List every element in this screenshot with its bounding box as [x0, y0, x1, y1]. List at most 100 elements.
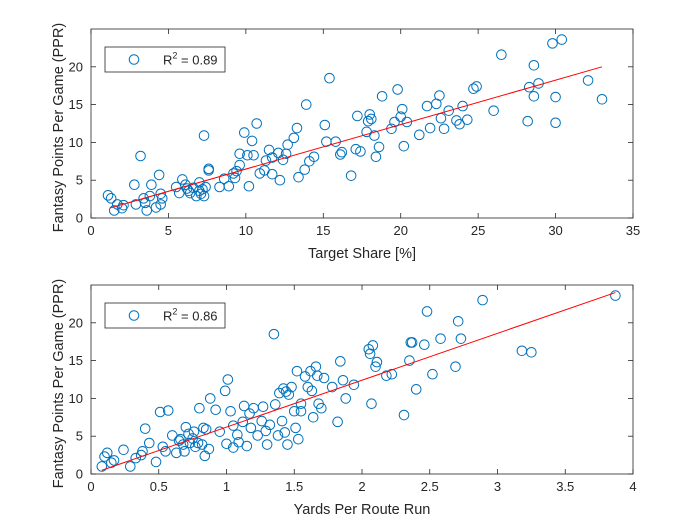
data-point [282, 139, 293, 150]
data-point [269, 399, 281, 410]
data-point [180, 421, 192, 433]
x-tick-label: 1.5 [285, 479, 303, 494]
data-point [332, 416, 343, 428]
y-tick-label: 20 [69, 59, 83, 74]
x-tick-label: 35 [626, 223, 640, 238]
data-point [276, 415, 288, 427]
data-point [198, 130, 210, 141]
data-point [290, 422, 301, 434]
data-point [188, 426, 200, 437]
data-point [194, 402, 205, 414]
data-point [336, 146, 348, 158]
data-point [177, 174, 188, 185]
data-point [293, 433, 304, 445]
y-tick-label: 10 [69, 391, 83, 406]
data-point [204, 393, 216, 404]
data-point [144, 190, 156, 202]
data-point [291, 122, 303, 134]
legend-box [104, 46, 226, 73]
data-point [260, 425, 272, 437]
data-point [288, 132, 300, 144]
data-point [413, 129, 425, 141]
data-point [101, 447, 113, 459]
data-point [596, 94, 608, 105]
data-point [228, 168, 239, 179]
data-point [282, 439, 293, 450]
data-point [130, 452, 142, 464]
data-point [404, 355, 415, 366]
y-tick-label: 10 [69, 135, 83, 150]
legend-label-superscript: 2 [172, 51, 177, 61]
data-point [221, 438, 232, 450]
legend-label-superscript: 2 [172, 307, 177, 317]
x-axis-label: Yards Per Route Run [294, 502, 431, 518]
data-point [396, 103, 408, 115]
data-point [443, 105, 455, 116]
data-point [222, 374, 234, 385]
data-point [398, 140, 410, 152]
data-point [283, 389, 295, 400]
y-tick-label: 0 [76, 211, 83, 226]
x-tick-label: 4 [629, 479, 636, 494]
legend-label: R2 = 0.89 [163, 51, 218, 68]
data-point [260, 155, 272, 166]
data-point [234, 159, 245, 171]
data-point [528, 90, 540, 102]
x-tick-label: 15 [316, 223, 330, 238]
x-tick-label: 0 [87, 479, 94, 494]
data-point [293, 171, 304, 183]
data-point [274, 174, 286, 186]
data-point [370, 361, 381, 372]
data-point [197, 183, 208, 195]
data-point [263, 144, 275, 156]
data-point [155, 199, 166, 210]
data-point [316, 402, 327, 414]
data-point [427, 368, 438, 380]
data-point [160, 446, 171, 457]
data-point [124, 461, 136, 472]
data-point [345, 170, 357, 181]
data-point [319, 119, 331, 131]
scatter-panel-target-share: 0 5 10 15 20 25 30 35 0 5 10 15 20 Target Share [%] Fa… [51, 23, 640, 262]
data-point [300, 99, 312, 110]
data-point [362, 115, 374, 127]
data-point [268, 328, 280, 340]
data-point [523, 81, 535, 93]
data-point [550, 91, 561, 103]
y-axis-label: Fantasy Points Per Game (PPR) [51, 23, 67, 233]
data-point [367, 340, 379, 351]
legend-label-main: R [163, 53, 172, 68]
data-point [352, 110, 363, 122]
legend-label-value: = 0.89 [177, 53, 217, 68]
y-tick-label: 0 [76, 467, 83, 482]
data-point [370, 151, 382, 163]
data-point [434, 90, 445, 101]
data-point [96, 461, 108, 472]
data-point [295, 398, 307, 409]
data-point [365, 113, 377, 125]
data-point [376, 90, 388, 102]
data-point [143, 437, 155, 449]
data-point [610, 290, 621, 301]
data-point [248, 149, 259, 161]
x-tick-label: 25 [471, 223, 485, 238]
data-point [200, 181, 211, 193]
x-tick-label: 0 [87, 223, 94, 238]
data-point [257, 401, 269, 413]
legend-marker [128, 310, 140, 321]
legend-label: R2 = 0.86 [163, 307, 218, 324]
data-point [462, 114, 473, 126]
data-point [302, 381, 314, 393]
data-point [239, 127, 250, 138]
data-point [234, 148, 245, 160]
data-point [177, 439, 189, 450]
x-axis-label: Target Share [%] [308, 246, 416, 262]
x-tick-label: 2.5 [421, 479, 439, 494]
data-point [218, 173, 230, 184]
x-tick-label: 2 [358, 479, 365, 494]
data-point [398, 409, 410, 421]
data-point [366, 398, 377, 409]
data-point [219, 385, 231, 397]
data-point [438, 123, 450, 135]
data-point [237, 416, 249, 428]
